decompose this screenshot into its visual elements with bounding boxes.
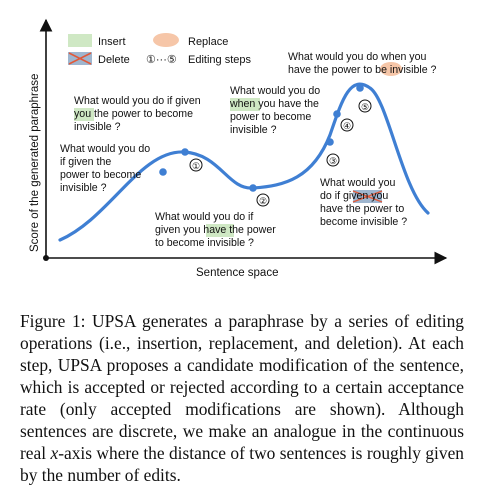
svg-text:power to become: power to become: [230, 111, 311, 123]
step-marker-3: ③: [326, 153, 340, 167]
curve-point-2: [249, 184, 257, 192]
editing-steps-symbols: ①···⑤: [146, 54, 177, 66]
replace-legend-label: Replace: [188, 36, 228, 48]
svg-text:①: ①: [192, 161, 200, 171]
score-curve: [58, 82, 430, 242]
svg-text:if given the: if given the: [60, 156, 111, 168]
sentence-initial: What would you do if given the power to …: [60, 143, 150, 194]
insert-highlight: [206, 224, 234, 237]
figure-caption: Figure 1: UPSA generates a paraphrase by…: [20, 311, 464, 485]
svg-text:given you have the power: given you have the power: [155, 224, 276, 236]
svg-text:when you have the: when you have the: [229, 98, 319, 110]
sentence-step-4: What would you do when you have the powe…: [229, 85, 320, 136]
svg-text:What would you do if: What would you do if: [155, 211, 253, 223]
step-marker-1: ①: [189, 158, 203, 172]
curve-point-0: [159, 168, 167, 176]
replace-swatch: [153, 33, 179, 47]
sentence-step-5: What would you do when you have the powe…: [288, 51, 437, 76]
sentence-step-1: What would you do if given you the power…: [74, 95, 201, 133]
step-marker-4: ④: [340, 118, 354, 132]
svg-text:③: ③: [329, 156, 337, 166]
svg-text:have the power to: have the power to: [320, 203, 404, 215]
curve-point-4: [333, 110, 341, 118]
y-axis-label: Score of the generated paraphrase: [29, 74, 41, 252]
svg-text:What would you do when you: What would you do when you: [288, 51, 426, 63]
svg-text:④: ④: [343, 121, 351, 131]
svg-text:power to become: power to become: [60, 169, 141, 181]
svg-text:invisible ?: invisible ?: [230, 124, 277, 136]
delete-legend-label: Delete: [98, 54, 130, 66]
x-axis-label: Sentence space: [196, 267, 278, 279]
delete-swatch-icon: [68, 52, 92, 65]
svg-text:invisible ?: invisible ?: [60, 182, 107, 194]
svg-text:invisible ?: invisible ?: [74, 121, 121, 133]
upsa-figure: Insert Replace Delete ①···⑤ Editing step…: [29, 18, 448, 279]
svg-text:What would you do: What would you do: [60, 143, 150, 155]
editing-steps-label: Editing steps: [188, 54, 251, 66]
svg-text:you the power to become: you the power to become: [74, 108, 193, 120]
insert-highlight: [74, 108, 94, 121]
svg-text:have the power to be invisible: have the power to be invisible ?: [288, 64, 437, 76]
svg-text:②: ②: [259, 196, 267, 206]
origin-dot: [43, 255, 49, 261]
replace-highlight: [380, 62, 402, 76]
insert-highlight: [230, 98, 260, 111]
svg-text:What would you: What would you: [320, 177, 395, 189]
step-marker-2: ②: [256, 193, 270, 207]
step-marker-5: ⑤: [358, 99, 372, 113]
curve-point-3: [326, 138, 334, 146]
sentence-step-2: What would you do if given you have the …: [155, 211, 276, 249]
curve-point-5: [356, 84, 364, 92]
svg-text:become invisible ?: become invisible ?: [320, 216, 407, 228]
svg-text:What would you do: What would you do: [230, 85, 320, 97]
svg-text:⑤: ⑤: [361, 102, 369, 112]
svg-text:What would you do if given: What would you do if given: [74, 95, 201, 107]
svg-text:do if given you: do if given you: [320, 190, 388, 202]
curve-point-1: [181, 148, 189, 156]
sentence-step-3: What would you do if given you have the …: [320, 177, 407, 228]
svg-text:to become invisible ?: to become invisible ?: [155, 237, 254, 249]
insert-legend-label: Insert: [98, 36, 126, 48]
insert-swatch: [68, 34, 92, 47]
